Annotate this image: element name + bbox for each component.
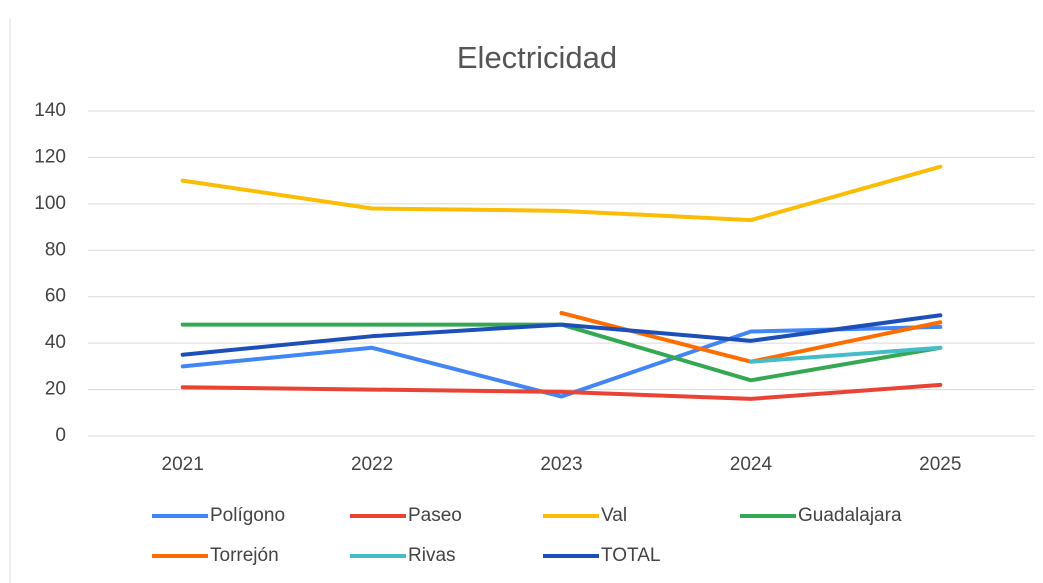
chart-title: Electricidad	[457, 40, 617, 75]
y-tick-label: 120	[34, 146, 66, 167]
legend-label: Rivas	[408, 545, 456, 566]
y-tick-label: 40	[45, 332, 66, 353]
y-tick-label: 60	[45, 286, 66, 307]
series-line	[180, 164, 943, 223]
legend-label: TOTAL	[601, 545, 660, 566]
x-tick-label: 2024	[730, 454, 773, 475]
x-tick-label: 2022	[351, 454, 393, 475]
y-tick-label: 80	[45, 239, 66, 260]
legend-label: Torrejón	[210, 545, 279, 566]
x-tick-label: 2021	[162, 454, 204, 475]
x-tick-label: 2025	[919, 454, 961, 475]
series-line	[180, 313, 943, 357]
y-tick-label: 20	[45, 379, 66, 400]
series-line	[180, 322, 943, 383]
legend-label: Polígono	[210, 505, 285, 526]
y-tick-label: 0	[55, 425, 66, 446]
y-tick-label: 140	[34, 100, 66, 121]
series-line	[748, 345, 943, 364]
x-tick-label: 2023	[540, 454, 582, 475]
y-tick-label: 100	[34, 193, 66, 214]
legend-label: Val	[601, 505, 627, 526]
series-line	[180, 324, 943, 399]
legend-label: Paseo	[408, 505, 462, 526]
series-line	[559, 310, 943, 364]
legend-label: Guadalajara	[798, 505, 902, 526]
series-line	[180, 382, 943, 401]
